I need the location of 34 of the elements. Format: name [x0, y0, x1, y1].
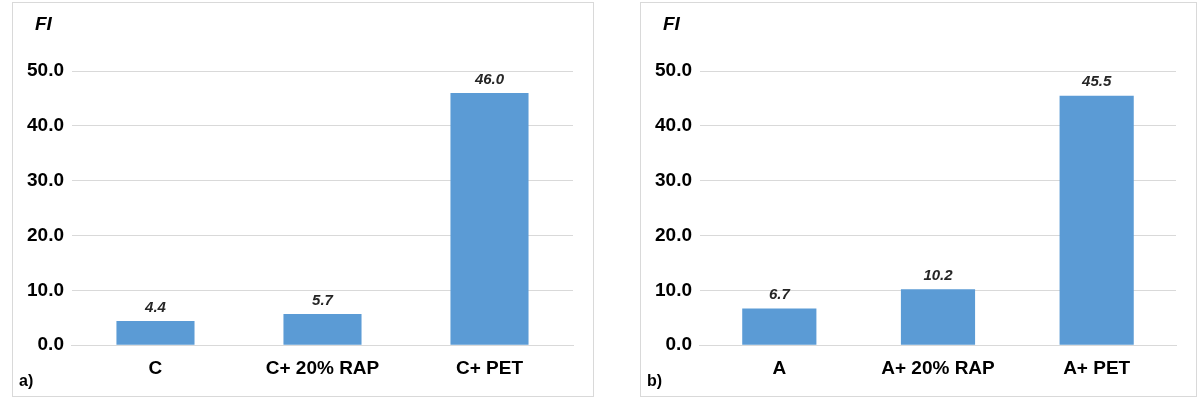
- data-label: 46.0: [473, 69, 505, 87]
- x-tick-label: C+ 20% RAP: [265, 356, 380, 378]
- bar: [900, 289, 976, 345]
- y-tick-label: 30.0: [655, 168, 692, 190]
- x-tick-label: A+ PET: [1063, 356, 1131, 378]
- data-label: 6.7: [768, 285, 791, 303]
- text: b): [647, 372, 663, 390]
- y-axis-title: FI: [663, 12, 681, 34]
- bar: [450, 92, 529, 345]
- y-tick-label: 20.0: [27, 223, 64, 245]
- data-label: 5.7: [312, 290, 334, 308]
- x-tick-label: C+ PET: [455, 356, 524, 378]
- x-tick-label: A: [772, 356, 787, 378]
- text: a): [19, 372, 34, 390]
- y-tick-label: 0.0: [665, 333, 692, 355]
- bar: [283, 313, 362, 345]
- y-tick-label: 40.0: [655, 114, 692, 136]
- data-label: 45.5: [1081, 72, 1112, 90]
- data-label: 10.2: [923, 265, 954, 283]
- y-tick-label: 10.0: [27, 278, 64, 300]
- y-tick-label: 0.0: [37, 333, 64, 355]
- bar: [1059, 95, 1134, 345]
- y-tick-label: 40.0: [27, 114, 64, 136]
- y-tick-label: 50.0: [655, 59, 692, 81]
- x-tick-label: C: [148, 356, 163, 378]
- data-label: 4.4: [144, 297, 167, 315]
- bar: [742, 308, 817, 345]
- x-tick-label: A+ 20% RAP: [881, 356, 996, 378]
- bar: [116, 321, 195, 345]
- y-axis-title: FI: [35, 12, 53, 34]
- y-tick-label: 10.0: [655, 278, 692, 300]
- y-tick-label: 20.0: [655, 223, 692, 245]
- y-tick-label: 30.0: [27, 168, 64, 190]
- y-tick-label: 50.0: [27, 59, 64, 81]
